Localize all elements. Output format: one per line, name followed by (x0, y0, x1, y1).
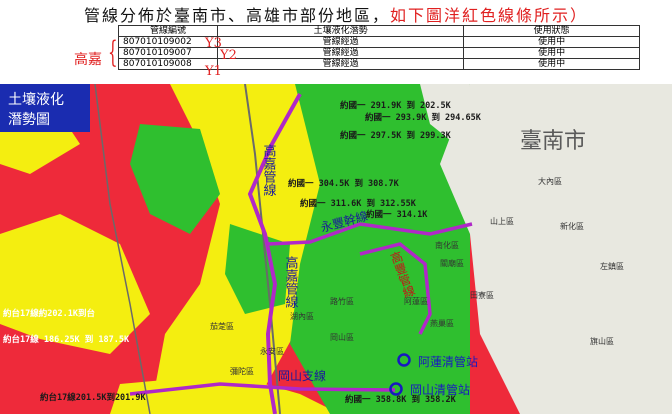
page-title: 管線分佈於臺南市、高雄市部份地區，如下圖洋紅色線條所示） (83, 6, 589, 25)
mileage-label: 約國一 293.9K 到 294.65K (365, 112, 482, 123)
district-label: 湖內區 (290, 312, 314, 321)
pipeline-id: 807010109007 (118, 47, 218, 59)
station-marker[interactable] (389, 382, 403, 396)
pipeline-gaofeng[interactable] (359, 242, 432, 335)
table-row: 807010109007 管線經過 使用中 (118, 47, 640, 59)
table-row: 807010109002 管線經過 使用中 (118, 36, 640, 48)
district-label: 南化區 (435, 240, 459, 250)
district-label: 永安區 (260, 346, 284, 356)
row-tag: Y3 (205, 36, 222, 51)
district-label: 新化區 (560, 221, 584, 231)
city-label: 臺南市 (520, 129, 586, 154)
district-label: 彌陀區 (230, 366, 254, 376)
low-potential-area (130, 124, 220, 234)
mileage-labels: 約國一 291.9K 到 202.5K 約國一 293.9K 到 294.65K… (3, 100, 482, 405)
legend-box (0, 84, 90, 132)
bracket-icon: { (108, 35, 118, 70)
liquefaction-potential: 管線經過 (216, 47, 465, 59)
mileage-label: 約台17線 186.25K 到 187.5K (3, 334, 130, 345)
usage-status: 使用中 (463, 36, 640, 48)
mileage-label: 約台17線201.5K到201.9K (40, 392, 147, 403)
table-row: 807010109008 管線經過 使用中 (118, 58, 640, 70)
pipeline-label-gangshan: 岡山支線 (278, 368, 326, 383)
district-label: 茄萣區 (210, 321, 234, 331)
pipeline-label-gaojia-south: 高嘉管線 (283, 255, 299, 308)
district-labels: 大內區 山上區 新化區 左鎮區 南化區 關廟區 阿蓮區 田寮區 路竹區 湖內區 … (210, 176, 624, 376)
mileage-label: 約國一 297.5K 到 299.3K (340, 130, 452, 141)
district-label: 旗山區 (590, 336, 614, 346)
liquefaction-potential: 管線經過 (216, 58, 465, 70)
column-header: 使用狀態 (463, 25, 640, 37)
legend-title: 潛勢圖 (8, 112, 50, 128)
district-label: 山上區 (490, 216, 514, 226)
row-tag: Y2 (220, 48, 237, 63)
row-tag: Y1 (205, 64, 222, 79)
mileage-label: 約國一 291.9K 到 202.5K (340, 100, 452, 111)
coastal-road-line (94, 84, 151, 414)
pipeline-label-gaojia-north: 高嘉管線 (261, 143, 277, 196)
usage-status: 使用中 (463, 47, 640, 59)
mileage-label: 約國一 311.6K 到 312.55K (300, 198, 417, 209)
district-label: 岡山區 (330, 332, 354, 342)
table-header-row: 管線編號 土壤液化潛勢 使用狀態 (118, 25, 640, 37)
district-label: 燕巢區 (430, 318, 454, 328)
pipeline-id: 807010109008 (118, 58, 218, 70)
pipeline-gangshan[interactable] (129, 382, 396, 396)
no-potential-area (440, 84, 672, 414)
district-label: 田寮區 (470, 290, 494, 300)
station-label: 阿蓮清管站 (418, 354, 478, 369)
column-header: 土壤液化潛勢 (216, 25, 465, 37)
mileage-label: 約國一 358.8K 到 358.2K (345, 394, 457, 405)
district-label: 阿蓮區 (404, 296, 428, 306)
group-label: 高嘉 (74, 52, 102, 68)
medium-potential-area (0, 214, 150, 354)
mileage-label: 約台17線約202.1K到台 (3, 308, 95, 319)
pipeline-table: 管線編號 土壤液化潛勢 使用狀態 807010109002 管線經過 使用中 8… (118, 25, 640, 70)
medium-potential-area (110, 374, 340, 414)
legend-title: 土壤液化 (8, 91, 64, 108)
usage-status: 使用中 (463, 58, 640, 70)
pipeline-id: 807010109002 (118, 36, 218, 48)
pipeline-gaojia[interactable] (247, 93, 302, 414)
station-label: 岡山清管站 (410, 382, 470, 397)
mileage-label: 約國一 304.5K 到 308.7K (288, 178, 400, 189)
pipeline-yongfeng[interactable] (267, 222, 473, 246)
district-label: 關廟區 (440, 258, 464, 268)
mileage-label: 約國一 314.1K (366, 209, 428, 220)
district-label: 路竹區 (330, 296, 354, 306)
liquefaction-potential: 管線經過 (216, 36, 465, 48)
district-label: 大內區 (538, 176, 562, 186)
liquefaction-map[interactable]: 土壤液化 潛勢圖 臺南市 大內區 山上區 新化區 左鎮區 南化區 關廟區 阿蓮區… (0, 84, 672, 414)
station-marker[interactable] (397, 353, 411, 367)
no-potential-area (420, 84, 470, 144)
column-header: 管線編號 (118, 25, 218, 37)
district-label: 左鎮區 (600, 261, 624, 271)
